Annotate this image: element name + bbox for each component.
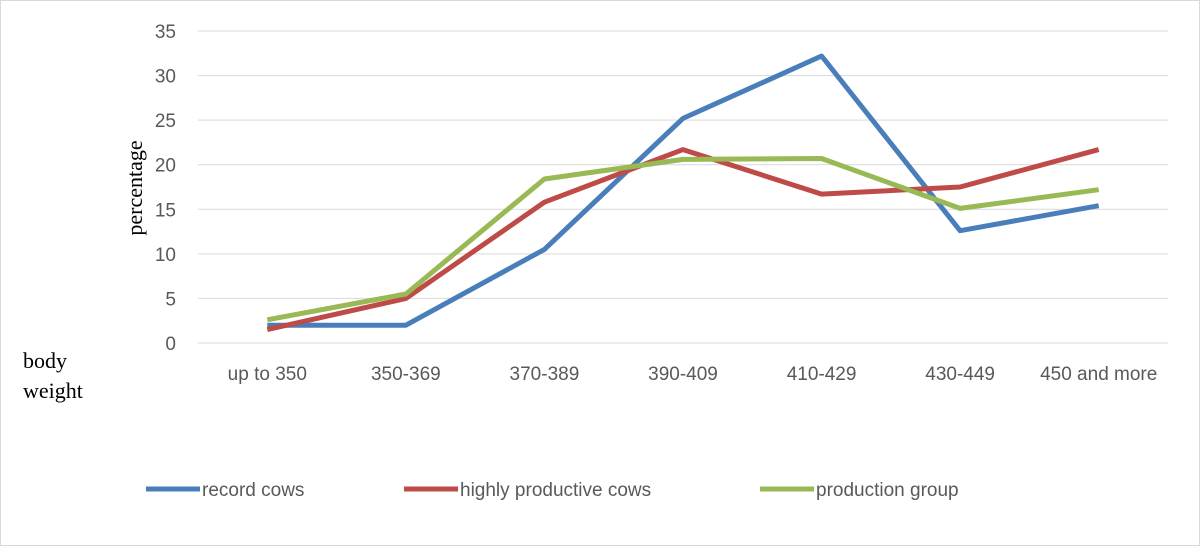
legend-item-3: production group [760, 480, 959, 501]
x-tick-label: 410-429 [787, 364, 857, 385]
y-tick-label: 20 [155, 156, 176, 177]
y-axis-label: percentage [122, 140, 147, 235]
y-tick-label: 25 [155, 111, 176, 132]
x-axis-ticks: up to 350 350-369 370-389 390-409 410-429 430… [228, 364, 1158, 385]
legend: record cows highly productive cows product… [146, 480, 959, 501]
x-tick-label: 430-449 [925, 364, 995, 385]
gridlines [198, 30, 1168, 299]
series-line-3 [266, 156, 1100, 323]
x-tick-label: 450 and more [1040, 364, 1157, 385]
y-tick-label: 5 [165, 289, 176, 310]
x-tick-label: 350-369 [371, 364, 441, 385]
legend-item-2: highly productive cows [404, 480, 651, 501]
y-tick-label: 30 [155, 67, 176, 88]
x-axis-label-line1: body [23, 348, 67, 373]
legend-label: production group [816, 480, 959, 501]
series-lines [266, 53, 1100, 333]
y-tick-label: 10 [155, 245, 176, 266]
x-tick-label: 390-409 [648, 364, 718, 385]
y-tick-label: 0 [165, 334, 176, 355]
x-tick-label: 370-389 [510, 364, 580, 385]
legend-item-1: record cows [146, 480, 304, 501]
x-axis-label-line2: weight [23, 378, 83, 403]
y-tick-label: 15 [155, 200, 176, 221]
y-tick-label: 35 [155, 22, 176, 43]
series-line-1 [267, 53, 1100, 328]
legend-label: highly productive cows [460, 480, 651, 501]
legend-label: record cows [202, 480, 304, 501]
y-axis-ticks: 0 5 10 15 20 25 30 35 [155, 22, 176, 355]
x-axis-label: body weight [23, 348, 83, 403]
series-line-2 [266, 147, 1100, 333]
x-tick-label: up to 350 [228, 364, 307, 385]
